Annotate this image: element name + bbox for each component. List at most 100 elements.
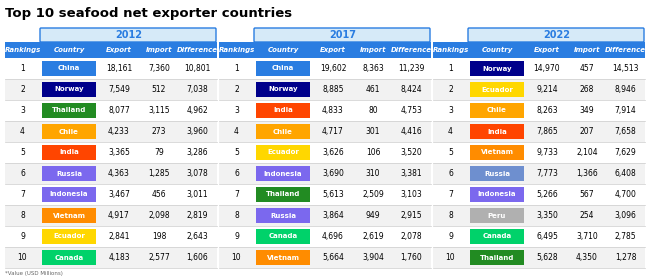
Text: 3,960: 3,960 [187, 127, 209, 136]
Text: 349: 349 [580, 106, 594, 115]
Text: 273: 273 [151, 127, 166, 136]
Bar [5, 247, 217, 268]
Text: 2,098: 2,098 [148, 211, 170, 220]
Text: 2,078: 2,078 [400, 232, 422, 241]
Bar [256, 166, 310, 181]
Text: 7,629: 7,629 [615, 148, 636, 157]
Bar [42, 145, 96, 160]
Text: Rankings: Rankings [432, 47, 469, 53]
Bar [470, 82, 524, 97]
Bar [42, 166, 96, 181]
Text: 2: 2 [234, 85, 239, 94]
Text: 3,520: 3,520 [400, 148, 422, 157]
Text: 8,363: 8,363 [362, 64, 384, 73]
Bar [433, 58, 645, 79]
Text: 4,833: 4,833 [322, 106, 344, 115]
Bar [433, 226, 645, 247]
Text: 79: 79 [154, 148, 164, 157]
Bar [219, 100, 431, 121]
Bar [433, 142, 645, 163]
Text: 3,710: 3,710 [576, 232, 598, 241]
Text: 9: 9 [448, 232, 453, 241]
Text: 4: 4 [20, 127, 25, 136]
Text: Indonesia: Indonesia [50, 191, 88, 198]
Text: 3,626: 3,626 [322, 148, 344, 157]
Text: 7,773: 7,773 [536, 169, 558, 178]
Text: Indonesia: Indonesia [478, 191, 516, 198]
Text: 3,350: 3,350 [536, 211, 558, 220]
Bar [433, 79, 645, 100]
Bar [470, 208, 524, 223]
Text: 207: 207 [580, 127, 594, 136]
Text: 1,760: 1,760 [400, 253, 422, 262]
Text: 2,785: 2,785 [615, 232, 636, 241]
Bar [42, 82, 96, 97]
FancyBboxPatch shape [40, 28, 216, 42]
Text: 8,946: 8,946 [615, 85, 636, 94]
Text: 6,408: 6,408 [615, 169, 636, 178]
Text: 7: 7 [20, 190, 25, 199]
Bar [433, 163, 645, 184]
FancyBboxPatch shape [254, 28, 430, 42]
Text: India: India [59, 150, 79, 155]
Bar [256, 103, 310, 118]
Text: 7,914: 7,914 [615, 106, 636, 115]
Text: Country: Country [481, 47, 513, 53]
Bar [5, 42, 217, 58]
Text: 19,602: 19,602 [320, 64, 346, 73]
Text: Thailand: Thailand [52, 107, 86, 114]
Text: 2,841: 2,841 [109, 232, 130, 241]
Text: Thailand: Thailand [480, 254, 514, 261]
Bar [256, 61, 310, 76]
Text: 456: 456 [151, 190, 166, 199]
Text: 8: 8 [20, 211, 25, 220]
Text: 2022: 2022 [543, 30, 570, 40]
Text: 10,801: 10,801 [185, 64, 211, 73]
Text: 1,606: 1,606 [187, 253, 209, 262]
Text: 1,285: 1,285 [148, 169, 170, 178]
Bar [42, 124, 96, 139]
Text: 310: 310 [366, 169, 380, 178]
Text: 6,495: 6,495 [536, 232, 558, 241]
Text: 4,917: 4,917 [108, 211, 130, 220]
Text: 1,366: 1,366 [576, 169, 598, 178]
Text: 3: 3 [234, 106, 239, 115]
Bar [433, 100, 645, 121]
Bar [5, 79, 217, 100]
Text: 4,233: 4,233 [108, 127, 130, 136]
Text: 5: 5 [234, 148, 239, 157]
Bar [219, 142, 431, 163]
Bar [256, 82, 310, 97]
Text: 9: 9 [20, 232, 25, 241]
Text: 8: 8 [234, 211, 239, 220]
Text: 9,733: 9,733 [536, 148, 558, 157]
Text: 7: 7 [234, 190, 239, 199]
Text: Norway: Norway [54, 86, 84, 93]
Text: Ecuador: Ecuador [53, 234, 85, 239]
Text: 6: 6 [448, 169, 453, 178]
Text: Norway: Norway [268, 86, 298, 93]
Text: 3,115: 3,115 [148, 106, 170, 115]
Text: 3,467: 3,467 [108, 190, 130, 199]
Text: 6: 6 [234, 169, 239, 178]
Text: 10: 10 [18, 253, 27, 262]
Text: Difference: Difference [391, 47, 432, 53]
Text: Vietnam: Vietnam [53, 213, 86, 218]
Text: 4,183: 4,183 [108, 253, 130, 262]
Text: 6: 6 [20, 169, 25, 178]
Bar [256, 145, 310, 160]
Bar [219, 163, 431, 184]
Text: Difference: Difference [177, 47, 218, 53]
Text: Indonesia: Indonesia [264, 170, 302, 177]
Text: 268: 268 [580, 85, 594, 94]
Text: 2,819: 2,819 [187, 211, 208, 220]
Bar [470, 166, 524, 181]
Text: 8,263: 8,263 [536, 106, 558, 115]
Text: Ecuador: Ecuador [481, 86, 513, 93]
Text: 2017: 2017 [329, 30, 356, 40]
Text: 1,278: 1,278 [615, 253, 636, 262]
Text: Canada: Canada [482, 234, 512, 239]
Text: India: India [487, 129, 507, 134]
Bar [219, 58, 431, 79]
Text: 5,664: 5,664 [322, 253, 344, 262]
